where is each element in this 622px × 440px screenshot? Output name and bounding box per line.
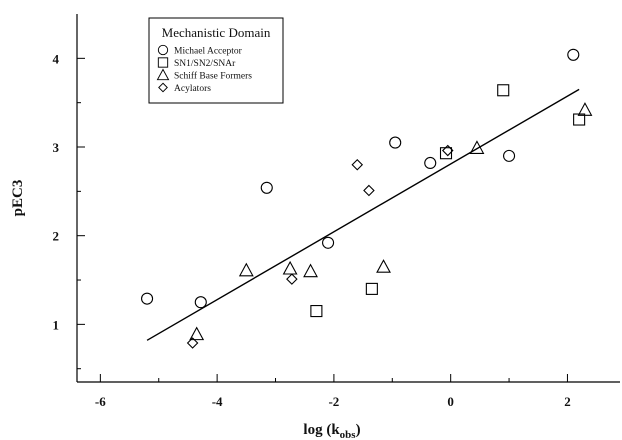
data-point-triangle — [282, 260, 298, 275]
legend-label: Schiff Base Formers — [174, 71, 252, 82]
x-tick-label: -4 — [212, 394, 223, 409]
y-tick-label: 4 — [53, 51, 60, 66]
y-axis-label: pEC3 — [10, 180, 26, 217]
data-point-circle — [322, 236, 335, 249]
data-point-circle — [194, 296, 207, 309]
data-point-square — [497, 84, 510, 97]
data-point-diamond — [186, 337, 199, 349]
legend-title: Mechanistic Domain — [162, 25, 271, 40]
legend-label: SN1/SN2/SNAr — [174, 59, 236, 69]
data-points — [141, 48, 593, 349]
x-tick-label: 0 — [447, 394, 454, 409]
x-axis-label: log (kobs) — [303, 422, 360, 440]
x-tick-label: -6 — [95, 394, 106, 409]
data-point-diamond — [351, 158, 364, 171]
x-axis-label-subscript: obs — [340, 429, 357, 440]
legend: Mechanistic Domain Michael Acceptor SN1/S… — [148, 17, 284, 104]
data-point-circle — [424, 156, 437, 170]
data-point-square — [365, 282, 378, 295]
legend-entries: Michael Acceptor SN1/SN2/SNAr Schiff Base … — [156, 44, 252, 94]
data-point-triangle — [238, 262, 254, 277]
legend-label: Michael Acceptor — [174, 47, 243, 57]
data-point-triangle — [577, 102, 593, 116]
data-point-circle — [260, 181, 273, 194]
legend-label: Acylators — [174, 84, 211, 94]
data-point-circle — [141, 292, 154, 305]
legend-marker-diamond — [158, 82, 168, 93]
data-point-diamond — [441, 144, 454, 157]
data-point-circle — [567, 48, 580, 61]
data-point-square — [310, 305, 323, 318]
legend-box — [148, 17, 284, 104]
legend-marker-square — [157, 57, 169, 68]
data-point-triangle — [376, 259, 391, 273]
y-tick-label: 1 — [53, 317, 60, 332]
tick-labels: -6 -4 -2 0 2 1 2 3 4 — [53, 51, 571, 409]
regression-line — [146, 88, 580, 341]
data-point-diamond — [286, 273, 298, 285]
data-point-triangle — [469, 140, 485, 154]
axis-ticks — [77, 57, 568, 382]
data-point-circle — [503, 149, 516, 162]
legend-marker-triangle — [156, 68, 170, 81]
x-tick-label: 2 — [564, 394, 571, 409]
y-tick-label: 2 — [53, 229, 60, 244]
data-point-triangle — [303, 263, 318, 278]
x-tick-label: -2 — [328, 394, 339, 409]
data-point-triangle — [189, 326, 205, 341]
axes — [76, 14, 620, 383]
data-point-diamond — [363, 184, 375, 197]
data-point-circle — [389, 136, 402, 149]
legend-marker-circle — [157, 44, 169, 56]
y-tick-label: 3 — [53, 140, 60, 155]
